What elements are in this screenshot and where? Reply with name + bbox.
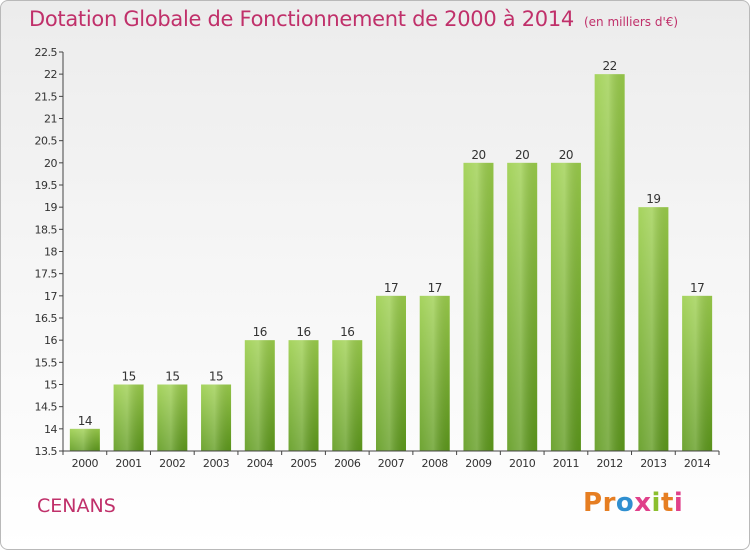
bars: 14 15 15 15 16 16 16 17 17 20 20 20 22 19 17	[69, 59, 713, 452]
data-label-2005: 16	[296, 325, 310, 339]
bar-shine-2012	[594, 74, 625, 452]
bar-shine-2003	[201, 384, 232, 451]
bar-shine-2011	[550, 162, 581, 452]
x-tick-label-2002: 2002	[159, 457, 185, 470]
bar-shine-2001	[113, 384, 144, 451]
y-tick-label: 13.5	[35, 445, 58, 458]
bar-shine-2007	[376, 295, 406, 451]
y-tick-label: 17.5	[35, 268, 58, 281]
x-tick-label-2003: 2003	[203, 457, 230, 470]
chart-unit-label: (en milliers d'€)	[583, 15, 679, 29]
logo-letter: i	[673, 488, 684, 518]
bar-shine-2008	[419, 295, 450, 451]
bar-shine-2000	[69, 428, 100, 451]
y-tick-label: 18.5	[35, 223, 58, 236]
bar-shine-2014	[682, 295, 713, 451]
x-tick-label-2004: 2004	[247, 457, 274, 470]
y-tick-label: 16.5	[35, 312, 58, 325]
y-tick-label: 22.5	[35, 46, 58, 59]
x-tick-label-2005: 2005	[290, 457, 317, 470]
bar-shine-2005	[288, 340, 319, 451]
y-tick-label: 22	[44, 68, 57, 81]
x-tick-label-2008: 2008	[422, 457, 449, 470]
data-label-2006: 16	[340, 325, 354, 339]
logo-letter: x	[634, 488, 652, 518]
logo-letter: o	[615, 488, 635, 518]
data-label-2011: 20	[559, 148, 573, 162]
logo-letter: r	[602, 488, 616, 518]
bar-shine-2009	[463, 162, 494, 452]
data-label-2003: 15	[209, 370, 223, 384]
data-label-2000: 14	[78, 414, 92, 428]
bar-shine-2002	[157, 384, 188, 451]
data-label-2008: 17	[428, 281, 442, 295]
y-tick-label: 14	[44, 423, 57, 436]
proxiti-logo[interactable]: Proxiti	[583, 488, 683, 518]
logo-letter: t	[660, 488, 674, 518]
x-tick-label-2013: 2013	[640, 457, 667, 470]
y-tick-label: 17	[44, 290, 57, 303]
data-label-2009: 20	[471, 148, 485, 162]
x-tick-label-2006: 2006	[334, 457, 361, 470]
x-tick-label-2014: 2014	[684, 457, 711, 470]
y-tick-label: 20.5	[35, 135, 58, 148]
y-axis: 13.5 14 14.5 15 15.5 16 16.5 17 17.5 18 18.5 19 19.5…	[35, 46, 64, 458]
bar-shine-2006	[332, 340, 363, 451]
y-tick-label: 18	[44, 246, 57, 259]
data-label-2012: 22	[603, 59, 617, 73]
y-tick-label: 15	[44, 379, 57, 392]
x-tick-label-2010: 2010	[509, 457, 536, 470]
y-tick-label: 15.5	[35, 356, 58, 369]
y-tick-label: 16	[44, 334, 57, 347]
x-tick-label-2009: 2009	[465, 457, 492, 470]
x-tick-label-2000: 2000	[72, 457, 99, 470]
y-tick-label: 19	[44, 201, 57, 214]
bar-shine-2013	[638, 207, 669, 451]
y-tick-label: 21	[44, 113, 57, 126]
chart-title: Dotation Globale de Fonctionnement de 20…	[29, 7, 678, 31]
y-tick-label: 14.5	[35, 401, 58, 414]
y-tick-label: 19.5	[35, 179, 58, 192]
x-tick-label-2007: 2007	[378, 457, 405, 470]
data-label-2013: 19	[646, 192, 660, 206]
x-tick-label-2001: 2001	[115, 457, 141, 470]
data-label-2014: 17	[690, 281, 704, 295]
data-label-2004: 16	[253, 325, 267, 339]
logo-letter: P	[583, 488, 603, 518]
x-tick-label-2012: 2012	[596, 457, 622, 470]
x-axis: 2000 2001 2002 2003 2004 2005 2006 2007 2008 2009…	[62, 450, 720, 470]
y-tick-label: 21.5	[35, 90, 58, 103]
bar-shine-2004	[244, 340, 275, 451]
commune-name: CENANS	[37, 495, 116, 517]
logo-letter: i	[651, 488, 661, 518]
data-label-2010: 20	[515, 148, 529, 162]
y-tick-label: 20	[44, 157, 57, 170]
data-label-2007: 17	[384, 281, 398, 295]
chart-title-text: Dotation Globale de Fonctionnement de 20…	[29, 7, 574, 31]
x-tick-label-2011: 2011	[553, 457, 579, 470]
bar-shine-2010	[507, 162, 538, 452]
data-label-2001: 15	[121, 370, 135, 384]
data-label-2002: 15	[165, 370, 179, 384]
